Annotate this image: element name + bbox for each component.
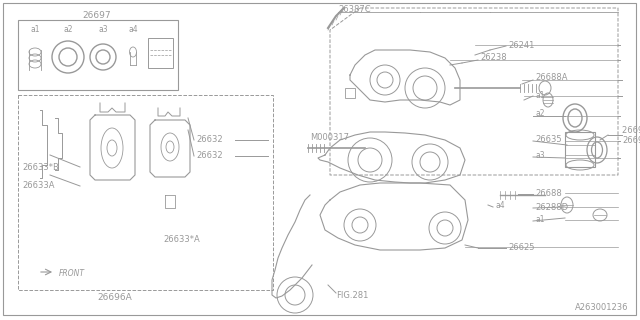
Bar	[345, 88, 355, 98]
Text: FRONT: FRONT	[59, 268, 85, 277]
Text: 26633A: 26633A	[22, 181, 54, 190]
Text: 26387C: 26387C	[338, 5, 371, 14]
Text: a3: a3	[98, 26, 108, 35]
Text: 26633*B: 26633*B	[22, 163, 59, 172]
Text: 26241: 26241	[508, 41, 534, 50]
Bar	[18, 95, 273, 290]
Text: 26288D: 26288D	[535, 203, 568, 212]
Text: FIG.281: FIG.281	[336, 291, 369, 300]
Text: a1: a1	[535, 215, 545, 225]
Text: A263001236: A263001236	[575, 303, 628, 312]
Text: 26238: 26238	[480, 53, 507, 62]
Text: 26688: 26688	[535, 188, 562, 197]
Text: M000317: M000317	[310, 133, 349, 142]
Text: 26692  〈RH〉: 26692 〈RH〉	[622, 125, 640, 134]
Text: a2: a2	[535, 109, 545, 118]
Text: 26635: 26635	[535, 135, 562, 145]
Text: a3: a3	[535, 151, 545, 161]
Text: 26696A: 26696A	[98, 293, 132, 302]
Text: a1: a1	[535, 91, 545, 100]
Text: 26625: 26625	[508, 243, 534, 252]
Text: 26697: 26697	[83, 11, 111, 20]
Text: 26692A〈LH〉: 26692A〈LH〉	[622, 135, 640, 145]
Text: 26688A: 26688A	[535, 74, 568, 83]
Text: a4: a4	[128, 26, 138, 35]
Text: 26632: 26632	[196, 135, 223, 145]
Text: a2: a2	[63, 26, 73, 35]
Text: a1: a1	[30, 26, 40, 35]
Text: 26633*A: 26633*A	[163, 236, 200, 244]
Bar	[148, 38, 173, 68]
Bar	[565, 132, 595, 167]
Text: 26632: 26632	[196, 151, 223, 161]
Text: a4: a4	[495, 202, 504, 211]
Bar	[18, 20, 178, 90]
